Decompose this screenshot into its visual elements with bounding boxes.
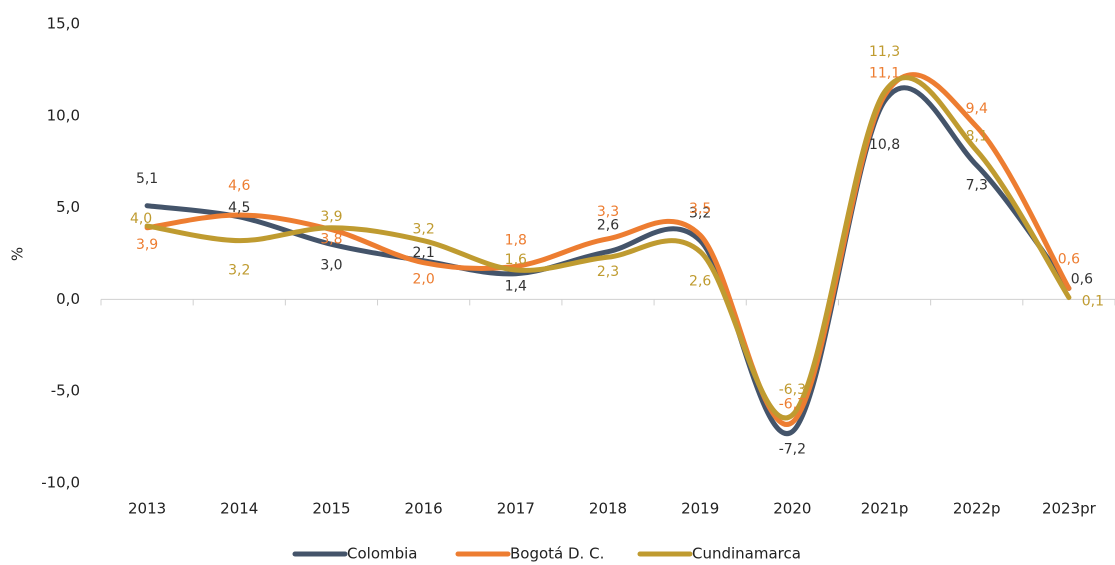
line: [144, 75, 1072, 421]
x-tick-label: 2013: [128, 500, 166, 518]
x-tick-label: 2022p: [953, 500, 1001, 518]
data-label: 2,1: [413, 245, 435, 261]
data-label: 3,2: [228, 263, 250, 279]
data-label: 9,4: [966, 101, 988, 117]
y-tick-label: 10,0: [47, 106, 80, 124]
data-label: 2,3: [597, 264, 619, 280]
data-label: 4,5: [228, 200, 250, 216]
data-label: 7,3: [966, 177, 988, 193]
data-label: 1,4: [505, 279, 527, 295]
data-label: 0,1: [1082, 294, 1104, 310]
legend-label: Bogotá D. C.: [510, 545, 604, 563]
data-label: 3,9: [136, 237, 158, 253]
data-label: 10,8: [869, 137, 900, 153]
x-tick-label: 2023pr: [1042, 500, 1097, 518]
x-tick-label: 2014: [220, 500, 258, 518]
data-label: 8,1: [966, 129, 988, 145]
data-label: -6,3: [779, 382, 806, 398]
data-label: 3,0: [320, 257, 342, 273]
x-tick-label: 2020: [773, 500, 811, 518]
data-label: 3,2: [413, 222, 435, 238]
line: [144, 85, 1072, 437]
data-label: 11,3: [869, 44, 900, 60]
data-label: 3,3: [597, 204, 619, 220]
data-label: 2,6: [597, 218, 619, 234]
data-label: 2,6: [689, 274, 711, 290]
data-label: 3,2: [689, 206, 711, 222]
x-tick-label: 2016: [405, 500, 443, 518]
y-tick-label: -5,0: [51, 382, 80, 400]
data-label: -6,7: [779, 396, 806, 412]
y-tick-label: 0,0: [56, 290, 80, 308]
data-label: 3,5: [689, 201, 711, 217]
data-label: 0,6: [1058, 251, 1080, 267]
legend-label: Cundinamarca: [692, 545, 801, 563]
data-label: 3,9: [320, 209, 342, 225]
legend-label: Colombia: [347, 545, 418, 563]
data-label: 0,6: [1071, 271, 1093, 287]
y-tick-label: -10,0: [41, 474, 80, 492]
x-tick-label: 2017: [497, 500, 535, 518]
data-label: 11,1: [869, 66, 900, 82]
y-tick-label: 5,0: [56, 198, 80, 216]
data-label: 4,0: [130, 211, 152, 227]
y-axis-label: %: [9, 247, 27, 261]
data-label: 1,6: [505, 252, 527, 268]
x-tick-label: 2015: [312, 500, 350, 518]
data-label: 5,1: [136, 171, 158, 187]
data-label: -7,2: [779, 442, 806, 458]
data-label: 1,8: [505, 232, 527, 248]
x-tick-label: 2019: [681, 500, 719, 518]
data-label: 4,6: [228, 178, 250, 194]
x-tick-label: 2018: [589, 500, 627, 518]
data-label: 3,8: [320, 232, 342, 248]
y-tick-label: 15,0: [47, 15, 80, 33]
x-tick-label: 2021p: [861, 500, 909, 518]
data-label: 2,0: [413, 272, 435, 288]
